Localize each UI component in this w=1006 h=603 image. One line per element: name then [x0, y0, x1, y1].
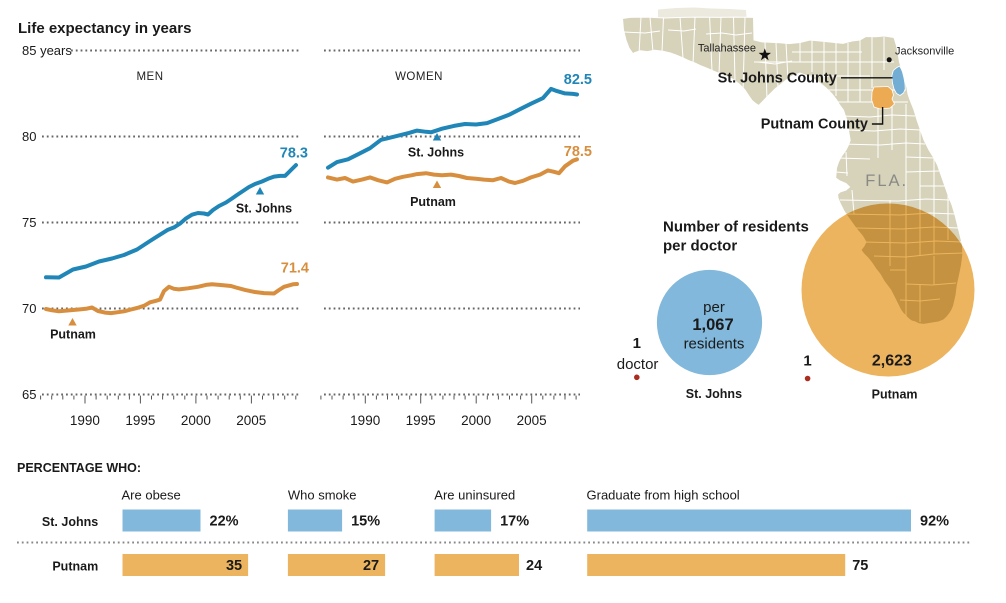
svg-text:doctor: doctor [617, 356, 659, 373]
svg-text:78.5: 78.5 [564, 144, 592, 160]
svg-text:2000: 2000 [461, 413, 491, 428]
svg-text:1: 1 [633, 335, 641, 352]
svg-text:Graduate from high school: Graduate from high school [587, 488, 740, 503]
svg-text:Life expectancy in years: Life expectancy in years [18, 20, 191, 37]
svg-text:82.5: 82.5 [564, 72, 592, 88]
svg-text:1995: 1995 [125, 413, 155, 428]
svg-text:St. Johns County: St. Johns County [718, 71, 837, 87]
svg-text:PERCENTAGE WHO:: PERCENTAGE WHO: [17, 461, 141, 475]
svg-text:1990: 1990 [70, 413, 100, 428]
svg-text:22%: 22% [210, 514, 239, 530]
svg-text:15%: 15% [351, 514, 380, 530]
svg-text:per doctor: per doctor [663, 238, 737, 255]
svg-text:Number of residents: Number of residents [663, 219, 809, 236]
svg-text:St. Johns: St. Johns [236, 202, 292, 216]
svg-text:71.4: 71.4 [281, 261, 309, 277]
svg-text:78.3: 78.3 [280, 146, 308, 162]
svg-text:2000: 2000 [181, 413, 211, 428]
svg-text:24: 24 [526, 558, 542, 574]
svg-text:per: per [703, 299, 725, 316]
svg-text:Putnam: Putnam [50, 328, 96, 342]
svg-text:Are obese: Are obese [122, 488, 181, 503]
svg-text:Tallahassee: Tallahassee [698, 43, 756, 55]
svg-text:2005: 2005 [517, 413, 547, 428]
svg-text:Putnam: Putnam [52, 560, 98, 574]
svg-text:1: 1 [803, 353, 811, 370]
svg-text:2005: 2005 [236, 413, 266, 428]
svg-text:85 years: 85 years [22, 43, 72, 58]
svg-text:75: 75 [852, 558, 868, 574]
svg-text:Are uninsured: Are uninsured [434, 488, 515, 503]
svg-text:1995: 1995 [406, 413, 436, 428]
svg-text:Putnam: Putnam [872, 388, 918, 402]
svg-text:Who smoke: Who smoke [288, 488, 357, 503]
svg-text:1,067: 1,067 [692, 316, 733, 334]
svg-text:35: 35 [226, 558, 242, 574]
svg-text:27: 27 [363, 558, 379, 574]
svg-text:Putnam: Putnam [410, 195, 456, 209]
svg-text:65: 65 [22, 387, 36, 402]
svg-text:92%: 92% [920, 514, 949, 530]
svg-text:residents: residents [684, 336, 745, 353]
svg-text:St. Johns: St. Johns [686, 387, 742, 401]
svg-text:Putnam County: Putnam County [761, 117, 868, 133]
svg-text:1990: 1990 [350, 413, 380, 428]
svg-text:FLA.: FLA. [865, 172, 908, 190]
svg-text:St. Johns: St. Johns [42, 515, 98, 529]
svg-text:WOMEN: WOMEN [395, 71, 443, 83]
svg-text:80: 80 [22, 129, 36, 144]
svg-text:2,623: 2,623 [872, 353, 912, 370]
svg-text:75: 75 [22, 215, 36, 230]
svg-text:70: 70 [22, 301, 36, 316]
svg-text:MEN: MEN [136, 71, 163, 83]
svg-text:17%: 17% [500, 514, 529, 530]
svg-text:Jacksonville: Jacksonville [895, 46, 954, 58]
svg-text:St. Johns: St. Johns [408, 146, 464, 160]
